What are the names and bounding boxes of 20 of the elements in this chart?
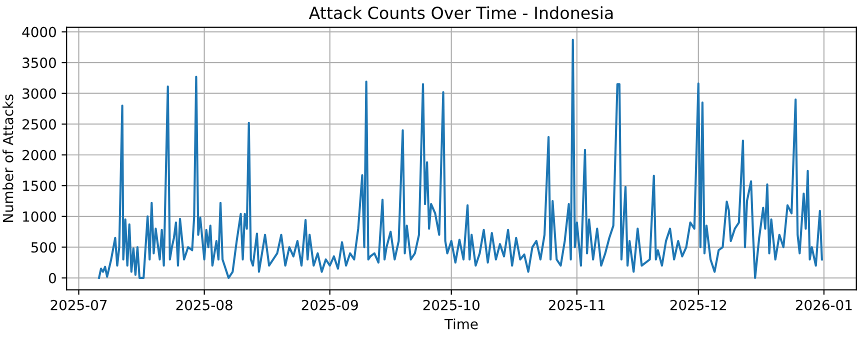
x-tick-label: 2025-11 bbox=[548, 300, 605, 310]
line-series bbox=[98, 38, 823, 279]
y-tick-label: 3000 bbox=[22, 88, 56, 99]
y-tick-label: 2500 bbox=[22, 119, 56, 130]
x-tick-label: 2025-07 bbox=[50, 300, 107, 310]
x-tick-label: 2026-01 bbox=[796, 300, 852, 310]
x-tick-label: 2025-12 bbox=[670, 300, 726, 310]
y-tick-label: 1000 bbox=[23, 211, 56, 222]
chart-title: Attack Counts Over Time - Indonesia bbox=[308, 6, 613, 20]
y-tick-label: 2000 bbox=[22, 150, 56, 160]
x-tick-label: 2025-09 bbox=[302, 300, 358, 310]
y-tick-label: 500 bbox=[31, 242, 56, 253]
y-tick-label: 4000 bbox=[22, 26, 56, 38]
y-tick-label: 0 bbox=[48, 272, 56, 284]
x-tick-label: 2025-08 bbox=[176, 300, 232, 310]
y-tick-label: 3500 bbox=[22, 58, 56, 68]
y-axis-title: Number of Attacks bbox=[2, 94, 14, 222]
x-tick-label: 2025-10 bbox=[423, 300, 480, 310]
x-axis-title: Time bbox=[444, 318, 478, 330]
y-tick-label: 1500 bbox=[23, 180, 56, 192]
